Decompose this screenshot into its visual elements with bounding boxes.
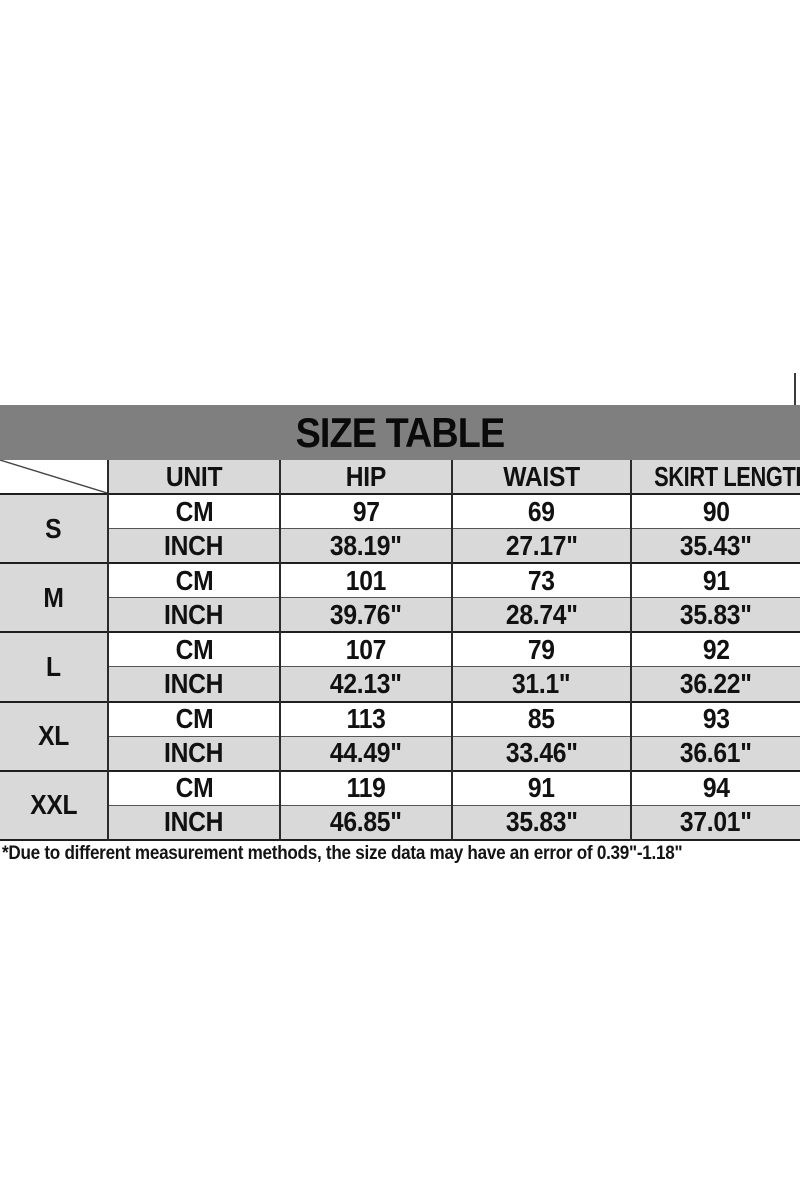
xl-inch-waist: 33.46" (451, 735, 631, 771)
row-xl-cm: XL CM 113 85 93 (0, 700, 800, 771)
col-header-hip: HIP (279, 460, 452, 494)
header-row: UNIT HIP WAIST SKIRT LENGTH (0, 460, 800, 494)
title-bar: SIZE TABLE (0, 405, 800, 460)
s-cm-hip: 97 (279, 493, 452, 529)
m-cm-unit: CM (107, 562, 280, 598)
xl-inch-hip: 44.49" (279, 735, 452, 771)
xxl-inch-hip: 46.85" (279, 804, 452, 840)
m-inch-waist: 28.74" (451, 597, 631, 633)
m-cm-skirt-length: 91 (630, 562, 800, 598)
size-label-xl: XL (0, 700, 108, 771)
xl-cm-hip: 113 (279, 700, 452, 737)
col-header-waist: WAIST (451, 460, 631, 494)
cropped-cell-edge (794, 373, 800, 405)
l-inch-skirt-length: 36.22" (630, 666, 800, 702)
size-label-xxl: XXL (0, 769, 108, 840)
page-title: SIZE TABLE (295, 408, 506, 456)
xl-cm-unit: CM (107, 700, 280, 737)
m-inch-skirt-length: 35.83" (630, 597, 800, 633)
l-cm-unit: CM (107, 631, 280, 667)
row-s-inch: INCH 38.19" 27.17" 35.43" (0, 528, 800, 564)
size-table-wrap: UNIT HIP WAIST SKIRT LENGTH S CM 97 69 9… (0, 460, 800, 841)
l-cm-waist: 79 (451, 631, 631, 667)
m-cm-waist: 73 (451, 562, 631, 598)
row-xl-inch: INCH 44.49" 33.46" 36.61" (0, 735, 800, 771)
xxl-cm-waist: 91 (451, 769, 631, 806)
corner-cell (0, 460, 108, 494)
s-inch-skirt-length: 35.43" (630, 528, 800, 564)
size-label-s: S (0, 492, 108, 564)
l-inch-hip: 42.13" (279, 666, 452, 702)
measurement-error-footnote: *Due to different measurement methods, t… (2, 843, 683, 864)
s-cm-waist: 69 (451, 493, 631, 529)
s-inch-hip: 38.19" (279, 528, 452, 564)
xxl-inch-unit: INCH (107, 804, 280, 840)
xxl-cm-skirt-length: 94 (630, 769, 800, 806)
l-inch-waist: 31.1" (451, 666, 631, 702)
m-cm-hip: 101 (279, 562, 452, 598)
xxl-cm-hip: 119 (279, 769, 452, 806)
s-inch-waist: 27.17" (451, 528, 631, 564)
size-table: UNIT HIP WAIST SKIRT LENGTH S CM 97 69 9… (0, 460, 800, 841)
size-label-l: L (0, 631, 108, 702)
s-cm-skirt-length: 90 (630, 493, 800, 529)
row-l-inch: INCH 42.13" 31.1" 36.22" (0, 666, 800, 702)
col-header-unit: UNIT (107, 460, 280, 494)
xl-inch-unit: INCH (107, 735, 280, 771)
l-cm-hip: 107 (279, 631, 452, 667)
row-xxl-cm: XXL CM 119 91 94 (0, 769, 800, 840)
col-header-skirt-length: SKIRT LENGTH (630, 460, 800, 494)
xxl-inch-skirt-length: 37.01" (630, 804, 800, 840)
row-xxl-inch: INCH 46.85" 35.83" 37.01" (0, 804, 800, 840)
size-label-m: M (0, 562, 108, 633)
row-m-inch: INCH 39.76" 28.74" 35.83" (0, 597, 800, 633)
xxl-cm-unit: CM (107, 769, 280, 806)
s-cm-unit: CM (107, 493, 280, 529)
row-l-cm: L CM 107 79 92 (0, 631, 800, 702)
xxl-inch-waist: 35.83" (451, 804, 631, 840)
diagonal-line-icon (0, 460, 107, 493)
row-m-cm: M CM 101 73 91 (0, 562, 800, 633)
xl-inch-skirt-length: 36.61" (630, 735, 800, 771)
m-inch-unit: INCH (107, 597, 280, 633)
m-inch-hip: 39.76" (279, 597, 452, 633)
l-cm-skirt-length: 92 (630, 631, 800, 667)
s-inch-unit: INCH (107, 528, 280, 564)
xl-cm-waist: 85 (451, 700, 631, 737)
row-s-cm: S CM 97 69 90 (0, 492, 800, 564)
l-inch-unit: INCH (107, 666, 280, 702)
xl-cm-skirt-length: 93 (630, 700, 800, 737)
